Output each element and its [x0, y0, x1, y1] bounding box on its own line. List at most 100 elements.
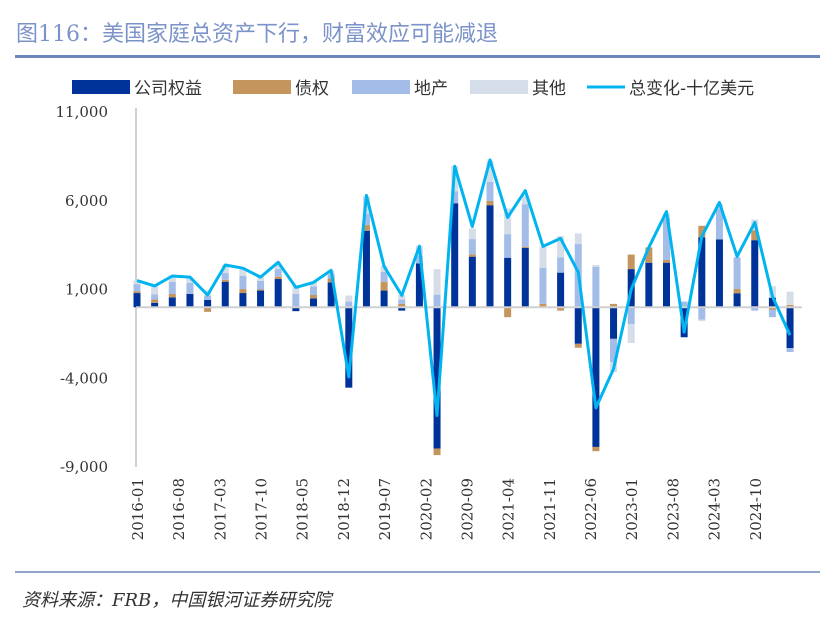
bar-equity: [768, 297, 776, 308]
bar-equity: [486, 205, 494, 308]
bar-other: [398, 295, 406, 300]
y-tick-label: 6,000: [65, 192, 108, 210]
bar-equity: [221, 281, 229, 308]
legend-label: 总变化-十亿美元: [629, 79, 754, 99]
bar-other: [433, 269, 441, 295]
bar-equity: [345, 307, 353, 388]
total-change-line: [136, 158, 792, 417]
bar-equity: [327, 282, 335, 308]
x-tick-label: 2021-04: [500, 478, 518, 540]
bar-real_estate: [204, 295, 212, 300]
bar-other: [257, 276, 265, 281]
bar-bonds: [168, 293, 176, 298]
y-tick-label: 1,000: [65, 281, 108, 299]
bar-real_estate: [451, 191, 459, 204]
x-tick-label: 2020-09: [458, 478, 476, 540]
bar-other: [239, 269, 247, 276]
bar-real_estate: [521, 204, 529, 247]
legend-item-total: 总变化-十亿美元: [587, 79, 754, 99]
bar-other: [168, 275, 176, 282]
bar-real_estate: [557, 257, 565, 273]
legend-label: 公司权益: [134, 79, 202, 99]
bar-other: [486, 160, 494, 182]
bar-equity: [663, 262, 670, 308]
bar-equity: [468, 256, 476, 308]
x-tick-label: 2016-01: [129, 478, 147, 540]
bar-other: [557, 236, 565, 258]
bar-bonds: [204, 307, 212, 312]
bar-real_estate: [680, 301, 688, 308]
bar-other: [627, 323, 635, 343]
x-tick-label: 2016-08: [170, 478, 188, 540]
bar-bonds: [592, 446, 600, 452]
x-tick-label: 2018-05: [294, 478, 312, 540]
bar-equity: [733, 293, 741, 308]
bar-real_estate: [257, 280, 265, 290]
bar-real_estate: [504, 234, 512, 258]
legend-swatch: [470, 80, 528, 94]
bar-equity: [786, 307, 794, 349]
y-tick-label: -9,000: [60, 458, 108, 476]
chart-title: 图116：美国家庭总资产下行，财富效应可能减退: [16, 22, 498, 47]
bar-bonds: [698, 225, 706, 238]
bar-real_estate: [627, 307, 635, 324]
bar-other: [592, 265, 600, 267]
bar-real_estate: [768, 309, 776, 318]
bar-real_estate: [398, 299, 406, 304]
bar-other: [151, 286, 159, 295]
legend-label: 债权: [295, 79, 329, 99]
bar-other: [292, 285, 300, 294]
x-tick-label: 2017-03: [211, 478, 229, 540]
bar-bonds: [751, 230, 759, 241]
bar-equity: [504, 257, 512, 308]
bar-real_estate: [592, 266, 600, 308]
bar-equity: [398, 307, 406, 311]
x-tick-label: 2021-11: [541, 478, 559, 540]
x-tick-label: 2024-10: [747, 478, 765, 540]
bar-bonds: [398, 303, 406, 308]
bar-other: [539, 246, 547, 268]
bar-equity: [574, 307, 582, 344]
bar-bonds: [627, 254, 635, 270]
bar-bonds: [557, 307, 565, 311]
bar-bonds: [574, 343, 582, 348]
y-axis: 11,000 6,000 1,000 -4,000 -9,000: [56, 103, 137, 476]
legend-item-bonds: 债权: [233, 79, 329, 99]
bar-equity: [715, 239, 723, 308]
bar-real_estate: [698, 307, 706, 320]
total-line: [136, 158, 792, 417]
bar-equity: [257, 290, 265, 308]
bar-bonds: [663, 260, 670, 263]
x-tick-label: 2017-10: [253, 478, 271, 540]
legend-swatch: [233, 80, 291, 94]
bar-other: [221, 264, 229, 274]
bar-other: [786, 291, 794, 305]
bar-equity: [557, 272, 565, 308]
bar-real_estate: [380, 271, 388, 282]
bar-bonds: [733, 288, 741, 294]
bar-equity: [274, 279, 282, 308]
bar-bonds: [768, 307, 776, 310]
legend-item-equity: 公司权益: [72, 79, 202, 99]
bar-bonds: [274, 276, 282, 280]
bar-other: [521, 195, 529, 205]
bar-bonds: [239, 289, 247, 294]
source-note: 资料来源：FRB，中国银河证券研究院: [22, 590, 332, 611]
bar-bonds: [257, 289, 265, 291]
bar-real_estate: [751, 307, 759, 311]
bar-bonds: [433, 448, 441, 456]
bar-equity: [698, 237, 706, 308]
bar-equity: [292, 307, 300, 312]
bar-bonds: [486, 200, 494, 206]
bar-bonds: [504, 307, 512, 318]
bar-real_estate: [433, 294, 441, 308]
bar-bonds: [380, 281, 388, 291]
bar-real_estate: [186, 282, 194, 294]
title-divider: [15, 55, 820, 58]
bar-equity: [168, 297, 176, 308]
bar-equity: [645, 262, 653, 308]
bar-other: [133, 280, 141, 285]
x-tick-label: 2019-07: [376, 478, 394, 540]
bar-real_estate: [539, 267, 547, 304]
bar-bonds: [362, 225, 370, 231]
